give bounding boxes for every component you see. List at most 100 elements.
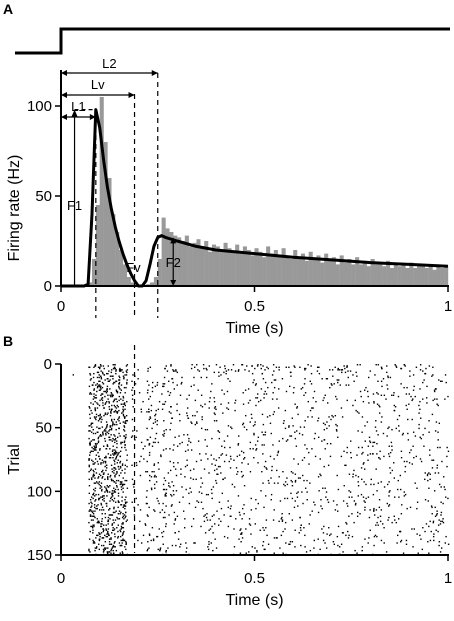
spike-dot [94,462,96,464]
spike-dot [97,371,100,374]
spike-dot [211,383,213,385]
spike-dot [149,366,152,368]
spike-dot [112,544,115,547]
spike-dot [111,514,114,516]
spike-dot [245,552,247,554]
spike-dot [419,369,422,371]
spike-dot [118,379,120,381]
spike-dot [119,370,121,372]
spike-dot [294,481,297,483]
panel-a-x-axis-title: Time (s) [225,320,283,337]
spike-dot [159,547,162,549]
spike-dot [124,392,126,394]
spike-dot [268,482,270,484]
spike-dot [273,552,275,554]
spike-dot [92,469,94,472]
histogram-bar [215,246,220,286]
spike-dot [220,454,222,456]
spike-dot [326,421,328,423]
spike-dot [162,385,164,388]
annotation-label-lv: Lv [91,77,105,92]
spike-dot [253,432,255,435]
spike-dot [96,383,99,385]
histogram-bar [266,246,271,286]
spike-dot [94,468,97,470]
spike-dot [289,435,291,437]
spike-dot [118,518,121,520]
spike-dot [121,496,123,498]
spike-dot [151,390,154,393]
spike-dot [185,547,188,549]
spike-dot [109,500,111,502]
spike-dot [303,426,306,428]
spike-dot [252,425,255,427]
spike-dot [266,416,269,418]
spike-dot [99,367,101,370]
spike-dot [113,366,116,368]
spike-dot [126,519,129,521]
spike-dot [110,409,113,412]
spike-dot [278,369,280,371]
spike-dot [153,509,155,511]
spike-dot [437,472,440,474]
spike-dot [331,414,333,417]
spike-dot [314,432,316,435]
spike-dot [208,543,210,545]
spike-dot [115,510,117,512]
spike-dot [300,544,302,547]
spike-dot [95,445,97,447]
spike-dot [154,385,157,388]
spike-dot [119,529,121,531]
spike-dot [242,451,245,454]
spike-dot [261,431,263,433]
histogram-bar [208,251,213,286]
spike-dot [215,364,218,366]
spike-dot [212,486,215,488]
spike-dot [178,413,181,416]
spike-dot [137,504,139,506]
spike-dot [163,383,166,385]
spike-dot [285,366,287,368]
spike-dot [241,518,243,520]
spike-dot [118,385,120,388]
spike-dot [443,486,446,488]
spike-dot [122,552,124,554]
spike-dot [121,469,123,472]
spike-dot [115,370,117,372]
spike-dot [429,539,432,542]
spike-dot [100,496,102,498]
spike-dot [397,425,400,427]
spike-dot [388,455,391,458]
spike-dot [145,470,147,473]
spike-dot [120,486,123,488]
spike-dot [107,520,110,523]
spike-dot [441,380,443,382]
histogram-bar [281,248,286,286]
spike-dot [399,530,402,533]
spike-dot [276,398,278,400]
spike-dot [132,406,134,408]
spike-dot [415,366,418,368]
spike-dot [122,515,125,517]
spike-dot [267,479,270,482]
spike-dot [376,453,378,455]
spike-dot [330,418,332,421]
spike-dot [193,468,195,470]
spike-dot [99,366,101,368]
spike-dot [108,543,111,545]
spike-dot [434,515,437,517]
spike-dot [95,446,97,449]
spike-dot [165,495,167,497]
spike-dot [103,549,105,552]
spike-dot [218,456,220,459]
spike-dot [381,416,383,418]
spike-dot [93,388,96,390]
spike-dot [243,504,245,506]
spike-dot [126,381,128,384]
spike-dot [372,393,375,395]
spike-dot [354,504,357,506]
spike-dot [296,496,299,498]
spike-dot [311,448,313,450]
spike-dot [106,372,108,375]
spike-dot [308,451,310,454]
